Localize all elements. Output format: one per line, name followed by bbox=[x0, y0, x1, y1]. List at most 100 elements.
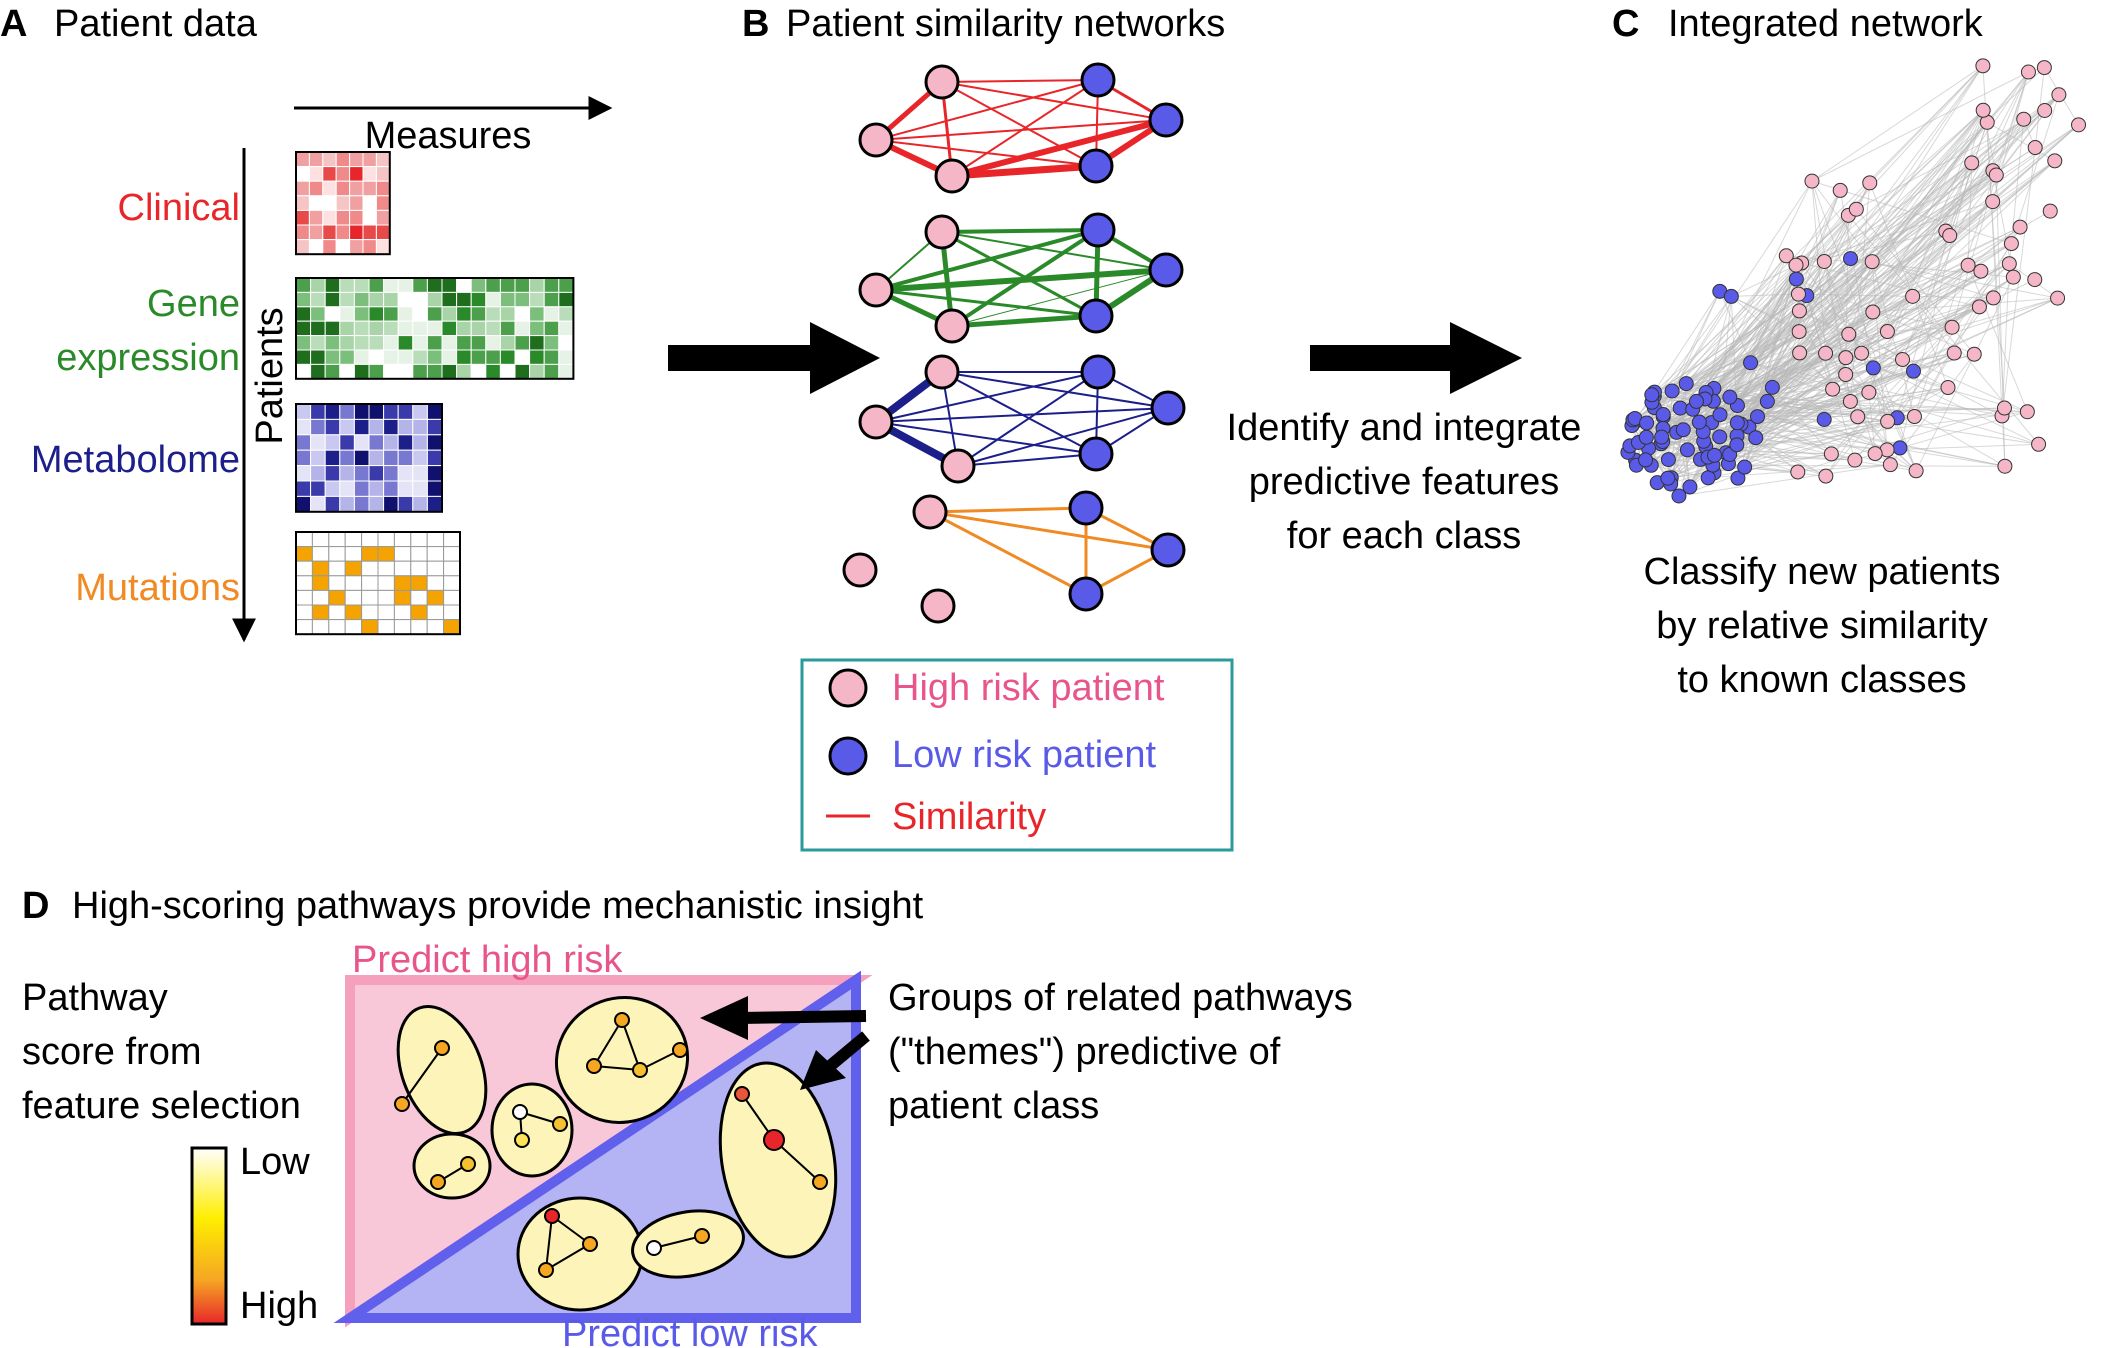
pathway-node bbox=[632, 1062, 648, 1078]
gene-heatmap-cell bbox=[426, 277, 443, 293]
pathway-node bbox=[512, 1104, 528, 1120]
clinical-heatmap-cell bbox=[295, 166, 310, 182]
predict-low-label: Predict low risk bbox=[562, 1313, 818, 1348]
clinical-heatmap-cell bbox=[295, 180, 310, 197]
mutations-heatmap-cell bbox=[295, 560, 313, 577]
pathway-node bbox=[434, 1040, 450, 1056]
integrated-high-risk-node bbox=[2001, 256, 2017, 272]
gene-heatmap-cell bbox=[558, 320, 574, 337]
integrated-high-risk-node bbox=[1818, 345, 1834, 361]
gene-heatmap-cell bbox=[353, 349, 370, 365]
metabolome-heatmap-cell bbox=[310, 449, 326, 467]
mutations-heatmap-cell bbox=[410, 604, 428, 621]
clinical-network-high-risk-node bbox=[924, 64, 960, 100]
gene-heatmap-cell bbox=[499, 306, 516, 322]
gene-heatmap-cell bbox=[295, 349, 312, 365]
integrated-network-edge bbox=[1700, 94, 2060, 460]
mutations-heatmap-cell bbox=[361, 604, 379, 621]
integrated-network-edge bbox=[1700, 162, 1973, 460]
mutations-heatmap bbox=[295, 531, 461, 636]
mutations-heatmap-cell bbox=[410, 619, 428, 635]
gene-heatmap-cell bbox=[295, 306, 312, 322]
panel-d-title: High-scoring pathways provide mechanisti… bbox=[72, 885, 924, 927]
integrated-high-risk-node bbox=[1895, 351, 1911, 367]
gene-network-edge bbox=[875, 228, 1099, 292]
gene-heatmap-cell bbox=[529, 363, 545, 380]
metabolome-network-edge bbox=[957, 453, 1097, 467]
mutations-heatmap-cell bbox=[295, 575, 313, 591]
integrated-high-risk-node bbox=[2051, 87, 2067, 103]
integrated-high-risk-node bbox=[2020, 64, 2036, 80]
integrated-network-edge bbox=[1711, 422, 1827, 477]
panel-a-letter: A bbox=[0, 3, 27, 45]
integrated-network-edge bbox=[1671, 180, 1813, 392]
theme-ellipse bbox=[516, 1196, 644, 1312]
gene-heatmap-cell bbox=[339, 349, 355, 365]
gene-heatmap-cell bbox=[295, 291, 312, 308]
mutations-heatmap-cell bbox=[328, 531, 346, 548]
gene-heatmap-cell bbox=[368, 349, 385, 365]
mutations-heatmap-cell bbox=[377, 604, 395, 621]
integrated-network-edge bbox=[1848, 71, 2029, 335]
mutations-heatmap-cell bbox=[426, 619, 445, 635]
metabolome-heatmap-cell bbox=[383, 449, 399, 467]
clinical-heatmap-cell bbox=[322, 239, 337, 255]
gene-heatmap-cell bbox=[397, 363, 414, 380]
integrated-low-risk-node bbox=[1722, 389, 1738, 405]
integrated-high-risk-node bbox=[1985, 290, 2001, 306]
clinical-network-low-risk-node bbox=[1080, 62, 1116, 98]
gene-heatmap-cell bbox=[368, 306, 385, 322]
panel-b-letter: B bbox=[742, 3, 769, 45]
middle-text-line1: Identify and integrate bbox=[1227, 407, 1582, 449]
pathway-node bbox=[538, 1262, 554, 1278]
gene-heatmap-cell bbox=[383, 349, 399, 365]
legend-high-label: High risk patient bbox=[892, 667, 1165, 709]
clinical-heatmap-cell bbox=[349, 166, 364, 182]
gene-heatmap-cell bbox=[470, 277, 487, 293]
gene-heatmap-cell bbox=[368, 277, 385, 293]
integrated-low-risk-node bbox=[1660, 452, 1676, 468]
gene-heatmap-cell bbox=[324, 349, 341, 365]
integrated-network-edge bbox=[1634, 109, 1984, 422]
integrated-network-edge bbox=[1795, 201, 1993, 266]
integrated-high-risk-node bbox=[1975, 58, 1991, 74]
clinical-network-edge bbox=[941, 79, 1099, 83]
clinical-network-edge bbox=[941, 81, 1097, 167]
metabolome-heatmap-cell bbox=[412, 449, 428, 467]
clinical-network-low-risk-node bbox=[1078, 148, 1114, 184]
integrated-low-risk-node bbox=[1678, 376, 1694, 392]
panel-d-letter: D bbox=[22, 885, 49, 927]
mutations-heatmap-cell bbox=[426, 575, 445, 591]
gene-heatmap-cell bbox=[383, 335, 399, 351]
integrated-high-risk-node bbox=[1867, 446, 1883, 462]
pathway-node bbox=[614, 1012, 630, 1028]
metabolome-heatmap-cell bbox=[353, 480, 370, 497]
mutations-network-high-risk-node bbox=[842, 552, 878, 588]
mutations-network-low-risk-node bbox=[1068, 576, 1104, 612]
metabolome-heatmap-cell bbox=[412, 403, 428, 420]
metabolome-heatmap-cell bbox=[295, 465, 312, 482]
gene-heatmap-cell bbox=[558, 291, 574, 308]
mutations-network-high-risk-node bbox=[920, 588, 956, 624]
metabolome-heatmap-cell bbox=[383, 495, 399, 513]
metabolome-network-edge bbox=[941, 371, 1169, 409]
arrow-b-to-c bbox=[1310, 322, 1522, 394]
integrated-network-edge bbox=[1849, 182, 1871, 402]
gene-heatmap-cell bbox=[441, 306, 458, 322]
integrated-high-risk-node bbox=[2003, 236, 2019, 252]
gene-heatmap-cell bbox=[397, 320, 414, 337]
arrow-a-to-b bbox=[668, 322, 880, 394]
pathway-node bbox=[460, 1156, 476, 1172]
panel-b: B Patient similarity networks High risk … bbox=[742, 3, 1234, 852]
integrated-network-edge bbox=[1711, 261, 1873, 423]
mutations-heatmap-cell bbox=[361, 575, 379, 591]
gene-heatmap-cell bbox=[397, 306, 414, 322]
gene-heatmap-cell bbox=[426, 320, 443, 337]
metabolome-heatmap-cell bbox=[339, 418, 355, 436]
gene-heatmap-cell bbox=[383, 306, 399, 322]
integrated-network-edge bbox=[1887, 443, 2039, 451]
gene-heatmap-cell bbox=[456, 335, 472, 351]
clinical-heatmap-cell bbox=[349, 209, 364, 226]
integrated-network-edge bbox=[1629, 118, 2025, 447]
metabolome-heatmap-cell bbox=[426, 418, 443, 436]
